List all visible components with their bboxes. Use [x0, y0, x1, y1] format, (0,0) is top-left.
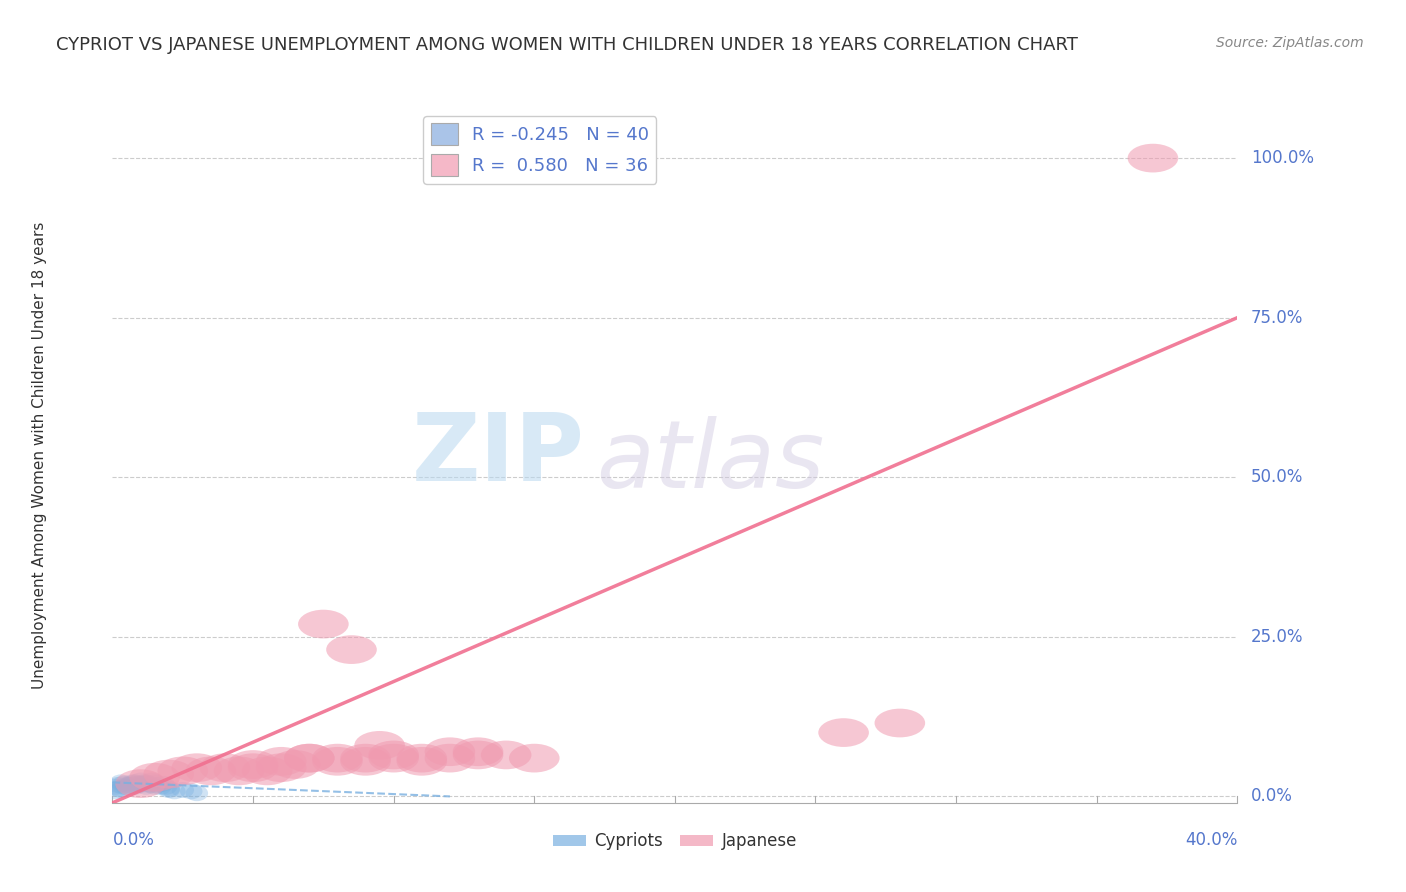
Text: 75.0%: 75.0% [1251, 309, 1303, 326]
Ellipse shape [1128, 144, 1178, 172]
Text: 25.0%: 25.0% [1251, 628, 1303, 646]
Ellipse shape [312, 744, 363, 772]
Ellipse shape [180, 783, 202, 799]
Ellipse shape [121, 776, 143, 791]
Ellipse shape [129, 777, 152, 793]
Ellipse shape [118, 777, 141, 793]
Ellipse shape [214, 756, 264, 785]
Ellipse shape [143, 774, 166, 790]
Ellipse shape [104, 779, 127, 795]
Text: ZIP: ZIP [412, 409, 585, 501]
Ellipse shape [135, 779, 157, 795]
Ellipse shape [110, 774, 132, 790]
Ellipse shape [326, 635, 377, 664]
Ellipse shape [256, 747, 307, 776]
Text: atlas: atlas [596, 417, 824, 508]
Ellipse shape [110, 782, 132, 798]
Ellipse shape [149, 779, 172, 795]
Ellipse shape [368, 744, 419, 772]
Ellipse shape [104, 783, 127, 799]
Ellipse shape [112, 776, 135, 791]
Text: CYPRIOT VS JAPANESE UNEMPLOYMENT AMONG WOMEN WITH CHILDREN UNDER 18 YEARS CORREL: CYPRIOT VS JAPANESE UNEMPLOYMENT AMONG W… [56, 36, 1078, 54]
Ellipse shape [298, 610, 349, 639]
Text: 50.0%: 50.0% [1251, 468, 1303, 486]
Ellipse shape [163, 783, 186, 799]
Ellipse shape [172, 782, 194, 798]
Ellipse shape [157, 782, 180, 798]
Ellipse shape [152, 776, 174, 791]
Ellipse shape [115, 777, 138, 793]
Ellipse shape [228, 750, 278, 779]
Ellipse shape [129, 763, 180, 791]
Ellipse shape [453, 738, 503, 766]
Ellipse shape [453, 740, 503, 769]
Ellipse shape [481, 740, 531, 769]
Ellipse shape [340, 744, 391, 772]
Ellipse shape [340, 747, 391, 776]
Text: 0.0%: 0.0% [1251, 788, 1292, 805]
Ellipse shape [138, 777, 160, 793]
Ellipse shape [129, 772, 152, 789]
Ellipse shape [186, 756, 236, 785]
Ellipse shape [138, 776, 160, 791]
Ellipse shape [146, 777, 169, 793]
Ellipse shape [135, 774, 157, 790]
Ellipse shape [425, 738, 475, 766]
Ellipse shape [124, 779, 146, 795]
Ellipse shape [186, 785, 208, 801]
Ellipse shape [107, 780, 129, 797]
Ellipse shape [115, 779, 138, 795]
Ellipse shape [132, 776, 155, 791]
Ellipse shape [143, 760, 194, 789]
Ellipse shape [425, 744, 475, 772]
Ellipse shape [509, 744, 560, 772]
Ellipse shape [157, 756, 208, 785]
Ellipse shape [256, 754, 307, 782]
Ellipse shape [284, 744, 335, 772]
Ellipse shape [115, 769, 166, 798]
Ellipse shape [127, 776, 149, 791]
Ellipse shape [172, 754, 222, 782]
Ellipse shape [228, 754, 278, 782]
Ellipse shape [155, 779, 177, 795]
Text: 0.0%: 0.0% [112, 830, 155, 848]
Text: 40.0%: 40.0% [1185, 830, 1237, 848]
Ellipse shape [368, 740, 419, 769]
Ellipse shape [141, 777, 163, 793]
Ellipse shape [875, 708, 925, 738]
Ellipse shape [112, 779, 135, 795]
Ellipse shape [396, 747, 447, 776]
Ellipse shape [312, 747, 363, 776]
Ellipse shape [143, 779, 166, 795]
Ellipse shape [121, 774, 143, 790]
Ellipse shape [396, 744, 447, 772]
Ellipse shape [270, 750, 321, 779]
Text: Source: ZipAtlas.com: Source: ZipAtlas.com [1216, 36, 1364, 50]
Legend: Cypriots, Japanese: Cypriots, Japanese [546, 826, 804, 857]
Ellipse shape [107, 777, 129, 793]
Ellipse shape [242, 756, 292, 785]
Text: Unemployment Among Women with Children Under 18 years: Unemployment Among Women with Children U… [32, 221, 46, 689]
Ellipse shape [127, 777, 149, 793]
Ellipse shape [818, 718, 869, 747]
Ellipse shape [141, 772, 163, 789]
Ellipse shape [200, 754, 250, 782]
Ellipse shape [132, 774, 155, 790]
Text: 100.0%: 100.0% [1251, 149, 1313, 167]
Ellipse shape [284, 744, 335, 772]
Ellipse shape [157, 780, 180, 797]
Ellipse shape [118, 779, 141, 795]
Ellipse shape [124, 774, 146, 790]
Ellipse shape [354, 731, 405, 760]
